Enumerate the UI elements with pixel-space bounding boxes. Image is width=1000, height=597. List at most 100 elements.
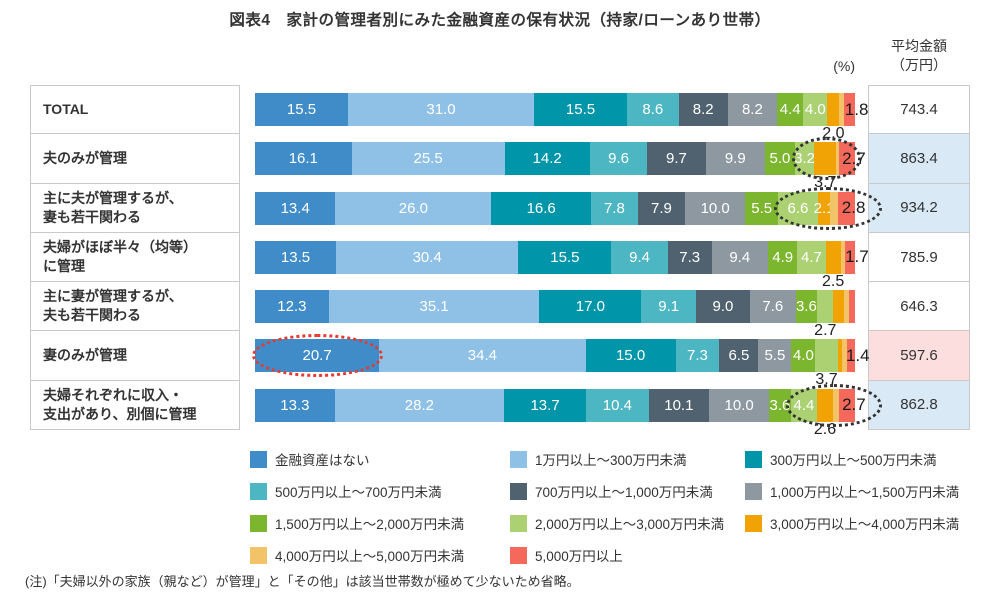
- legend-label: 金融資産はない: [275, 453, 370, 468]
- stacked-bar: 16.1 25.5 14.2 9.6 9.7 9.9 5.0 3.2 3.7 2.7: [255, 137, 866, 191]
- legend-item: 3,000万円以上～4,000万円未満: [745, 513, 980, 533]
- bar-segment: [832, 388, 839, 422]
- bar-segment: 20.7: [255, 339, 380, 373]
- legend-item: 300万円以上～500万円未満: [745, 449, 980, 469]
- legend-item: 500万円以上～700万円未満: [250, 481, 510, 501]
- bar-segment: 13.7: [503, 388, 587, 422]
- bar-segment: 31.0: [348, 93, 534, 126]
- legend-label: 4,000万円以上～5,000万円未満: [275, 549, 465, 564]
- bar-segment: 5.5: [745, 191, 779, 225]
- bar-segment: 35.1: [328, 290, 540, 324]
- legend-item: 1,000万円以上～1,500万円未満: [745, 481, 980, 501]
- bar-segment: 14.2: [504, 142, 590, 176]
- chart-row: 妻のみが管理 20.7 34.4 15.0 7.3 6.5 5.5 4.0 3.7 1.4 597.…: [30, 331, 970, 388]
- legend-item: 金融資産はない: [250, 449, 510, 469]
- bar-segment: 9.0: [695, 290, 750, 324]
- legend-swatch: [510, 450, 527, 468]
- bar-segment: 13.3: [255, 388, 335, 422]
- bar-segment: [846, 339, 855, 373]
- legend-item: 5,000万円以上: [510, 545, 745, 565]
- bar-segment: [839, 93, 845, 126]
- bar-segment: [827, 93, 840, 126]
- legend-item: 2,000万円以上～3,000万円未満: [510, 513, 745, 533]
- segment-value-label: 2.7: [842, 148, 866, 168]
- percent-unit-label: (%): [833, 58, 855, 74]
- bar-segment: 10.1: [648, 388, 710, 422]
- legend-label: 300万円以上～500万円未満: [770, 453, 937, 468]
- chart-row: TOTAL 15.5 31.0 15.5 8.6 8.2 8.2 4.4 4.0 2.0 1.8 74…: [30, 85, 970, 142]
- bar-segment: 17.0: [539, 290, 642, 324]
- row-category-label: 主に妻が管理するが、 夫も若干関わる: [30, 282, 240, 332]
- bar-segment: [817, 290, 834, 324]
- avg-amount-cell: 646.3: [868, 282, 970, 332]
- row-label-line: 夫婦それぞれに収入・: [43, 387, 183, 404]
- bar-segment: 6.6: [778, 191, 818, 225]
- bar-segment: [837, 339, 843, 373]
- bar-segment: [833, 290, 845, 324]
- stacked-bar: 12.3 35.1 17.0 9.1 9.0 7.6 3.6 2.7: [255, 290, 855, 339]
- legend-swatch: [510, 514, 527, 532]
- bar-segment: [838, 142, 855, 176]
- bar-segment: 8.2: [727, 93, 777, 126]
- bar-segment: [842, 339, 847, 373]
- bar-segment: 10.0: [709, 388, 770, 422]
- chart-row: 主に夫が管理するが、 妻も若干関わる 13.4 26.0 16.6 7.8 7.9 10.0 5…: [30, 183, 970, 233]
- row-label-line: に管理: [43, 258, 85, 275]
- chart-title: 図表4 家計の管理者別にみた金融資産の保有状況（持家/ローンあり世帯）: [229, 12, 771, 29]
- avg-amount-cell: 785.9: [868, 232, 970, 283]
- legend-swatch: [510, 546, 527, 564]
- bar-segment: 7.8: [590, 191, 638, 225]
- chart-row: 夫婦がほぼ半々（均等） に管理 13.5 30.4 15.5 9.4 7.3 9.4 4.9 4.…: [30, 232, 970, 290]
- chart-legend: 金融資産はない 1万円以上～300万円未満 300万円以上～500万円未満 500万円…: [250, 449, 980, 565]
- segment-value-label: 2.5: [821, 272, 845, 290]
- segment-value-label: 1.8: [844, 99, 869, 119]
- bar-segment: 9.1: [641, 290, 696, 324]
- bar-segment: 26.0: [335, 191, 492, 225]
- row-label-line: 夫のみが管理: [43, 150, 127, 166]
- segment-value-label: 3.7: [814, 174, 837, 192]
- chart-row: 主に妻が管理するが、 夫も若干関わる 12.3 35.1 17.0 9.1 9.0 7.6 3.…: [30, 282, 970, 339]
- bar-segment: [815, 339, 838, 373]
- bar-segment: 4.9: [767, 240, 798, 274]
- legend-label: 500万円以上～700万円未満: [275, 485, 442, 500]
- segment-value-label: 2.0: [822, 125, 845, 142]
- row-category-label: 妻のみが管理: [30, 331, 240, 381]
- stacked-bar: 13.4 26.0 16.6 7.8 7.9 10.0 5.5 6.6 2.1 2.8: [255, 186, 882, 230]
- legend-label: 5,000万円以上: [535, 549, 623, 564]
- bar-segment: 9.4: [611, 240, 668, 274]
- legend-swatch: [745, 482, 762, 500]
- bar-segment: 15.5: [518, 240, 612, 274]
- bar-segment: 5.0: [764, 142, 795, 176]
- avg-amount-cell: 597.6: [868, 331, 970, 381]
- bar-segment: 15.5: [255, 93, 348, 126]
- row-category-label: 夫婦がほぼ半々（均等） に管理: [30, 232, 240, 283]
- avg-amount-cell: 934.2: [868, 183, 970, 233]
- bar-segment: 7.3: [675, 339, 720, 373]
- bar-segment: 16.6: [491, 191, 591, 225]
- stacked-bar: 20.7 34.4 15.0 7.3 6.5 5.5 4.0 3.7 1.4: [252, 334, 870, 388]
- legend-label: 3,000万円以上～4,000万円未満: [770, 517, 960, 532]
- bar-segment: 3.6: [795, 290, 818, 324]
- bar-segment: 28.2: [334, 388, 504, 422]
- legend-swatch: [250, 482, 267, 500]
- bar-segment: [836, 142, 839, 176]
- bar-segment: 4.7: [797, 240, 826, 274]
- legend-label: 1万円以上～300万円未満: [535, 453, 687, 468]
- legend-swatch: [745, 450, 762, 468]
- bar-segment: 9.7: [647, 142, 706, 176]
- chart-rows: TOTAL 15.5 31.0 15.5 8.6 8.2 8.2 4.4 4.0 2.0 1.8 74…: [30, 85, 970, 438]
- bar-segment: 7.3: [667, 240, 712, 274]
- avg-amount-header: 平均金額 （万円）: [868, 37, 970, 75]
- bar-segment: [844, 93, 855, 126]
- legend-item: 1万円以上～300万円未満: [510, 449, 745, 469]
- bar-segment: 12.3: [255, 290, 329, 324]
- segment-value-label: 1.7: [845, 247, 869, 267]
- bar-segment: [814, 142, 837, 176]
- bar-segment: 13.5: [255, 240, 336, 274]
- bar-segment: 5.5: [758, 339, 792, 373]
- bar-segment: 10.0: [685, 191, 746, 225]
- avg-header-line2: （万円）: [891, 56, 947, 73]
- bar-segment: 4.4: [776, 93, 804, 126]
- legend-label: 700万円以上～1,000万円未満: [535, 485, 713, 500]
